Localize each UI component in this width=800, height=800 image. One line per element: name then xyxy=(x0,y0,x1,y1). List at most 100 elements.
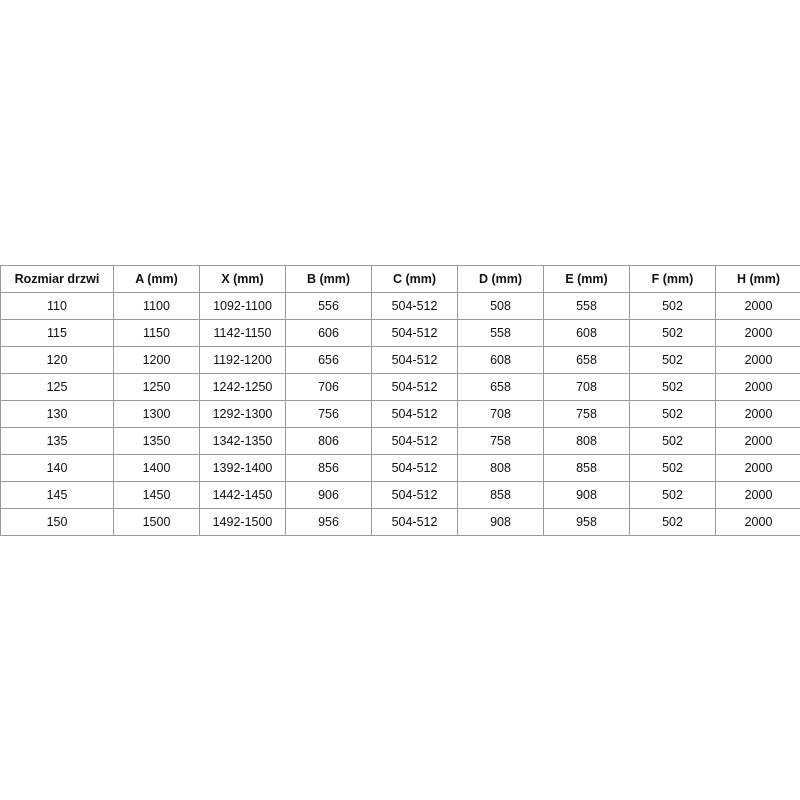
table-cell: 502 xyxy=(629,481,716,509)
table-cell: 150 xyxy=(0,508,114,536)
table-row: 135 1350 1342-1350 806 504-512 758 808 502 2000 xyxy=(0,427,800,455)
table-cell: 504-512 xyxy=(371,292,458,320)
table-cell: 858 xyxy=(543,454,630,482)
table-cell: 115 xyxy=(0,319,114,347)
table-cell: 756 xyxy=(285,400,372,428)
table-cell: 2000 xyxy=(715,454,800,482)
table-cell: 1150 xyxy=(113,319,200,347)
table-cell: 1100 xyxy=(113,292,200,320)
table-cell: 608 xyxy=(457,346,544,374)
table-cell: 558 xyxy=(457,319,544,347)
table-row: 145 1450 1442-1450 906 504-512 858 908 502 2000 xyxy=(0,481,800,509)
table-cell: 502 xyxy=(629,400,716,428)
table-row: 120 1200 1192-1200 656 504-512 608 658 502 2000 xyxy=(0,346,800,374)
table-cell: 2000 xyxy=(715,292,800,320)
table-cell: 504-512 xyxy=(371,481,458,509)
table-cell: 1342-1350 xyxy=(199,427,286,455)
table-cell: 502 xyxy=(629,346,716,374)
table-cell: 856 xyxy=(285,454,372,482)
table-cell: 145 xyxy=(0,481,114,509)
table-cell: 708 xyxy=(543,373,630,401)
table-cell: 502 xyxy=(629,427,716,455)
table-cell: 502 xyxy=(629,319,716,347)
column-header: D (mm) xyxy=(457,265,544,293)
table-cell: 1192-1200 xyxy=(199,346,286,374)
table-cell: 502 xyxy=(629,373,716,401)
table-cell: 1092-1100 xyxy=(199,292,286,320)
table-cell: 1442-1450 xyxy=(199,481,286,509)
table-cell: 1350 xyxy=(113,427,200,455)
table-cell: 2000 xyxy=(715,481,800,509)
table-cell: 706 xyxy=(285,373,372,401)
table-cell: 504-512 xyxy=(371,319,458,347)
table-row: 140 1400 1392-1400 856 504-512 808 858 502 2000 xyxy=(0,454,800,482)
table-cell: 504-512 xyxy=(371,400,458,428)
table-row: 130 1300 1292-1300 756 504-512 708 758 502 2000 xyxy=(0,400,800,428)
table-cell: 558 xyxy=(543,292,630,320)
table-cell: 858 xyxy=(457,481,544,509)
table-cell: 502 xyxy=(629,292,716,320)
table-cell: 2000 xyxy=(715,400,800,428)
table-cell: 1142-1150 xyxy=(199,319,286,347)
table-row: 125 1250 1242-1250 706 504-512 658 708 502 2000 xyxy=(0,373,800,401)
table-row: 115 1150 1142-1150 606 504-512 558 608 502 2000 xyxy=(0,319,800,347)
table-row: 110 1100 1092-1100 556 504-512 508 558 502 2000 xyxy=(0,292,800,320)
column-header: A (mm) xyxy=(113,265,200,293)
table-cell: 1242-1250 xyxy=(199,373,286,401)
table-cell: 1392-1400 xyxy=(199,454,286,482)
table-cell: 556 xyxy=(285,292,372,320)
table-cell: 504-512 xyxy=(371,508,458,536)
table-cell: 806 xyxy=(285,427,372,455)
table-cell: 2000 xyxy=(715,427,800,455)
table-cell: 656 xyxy=(285,346,372,374)
table-cell: 758 xyxy=(543,400,630,428)
table-cell: 504-512 xyxy=(371,373,458,401)
table-cell: 2000 xyxy=(715,508,800,536)
table-cell: 504-512 xyxy=(371,427,458,455)
table-cell: 504-512 xyxy=(371,454,458,482)
table-cell: 135 xyxy=(0,427,114,455)
table-cell: 906 xyxy=(285,481,372,509)
table-cell: 808 xyxy=(543,427,630,455)
table-cell: 110 xyxy=(0,292,114,320)
table-cell: 2000 xyxy=(715,346,800,374)
table-cell: 608 xyxy=(543,319,630,347)
table-cell: 1400 xyxy=(113,454,200,482)
table-cell: 758 xyxy=(457,427,544,455)
column-header: H (mm) xyxy=(715,265,800,293)
table-cell: 958 xyxy=(543,508,630,536)
table-cell: 120 xyxy=(0,346,114,374)
table-cell: 956 xyxy=(285,508,372,536)
column-header: B (mm) xyxy=(285,265,372,293)
table-cell: 2000 xyxy=(715,319,800,347)
table-cell: 658 xyxy=(543,346,630,374)
table-cell: 130 xyxy=(0,400,114,428)
table-cell: 1292-1300 xyxy=(199,400,286,428)
table-cell: 140 xyxy=(0,454,114,482)
table-cell: 1492-1500 xyxy=(199,508,286,536)
table-cell: 606 xyxy=(285,319,372,347)
table-cell: 708 xyxy=(457,400,544,428)
table-cell: 502 xyxy=(629,508,716,536)
table-cell: 1450 xyxy=(113,481,200,509)
column-header: X (mm) xyxy=(199,265,286,293)
table-cell: 908 xyxy=(457,508,544,536)
column-header: C (mm) xyxy=(371,265,458,293)
table-cell: 2000 xyxy=(715,373,800,401)
table-cell: 1300 xyxy=(113,400,200,428)
column-header: Rozmiar drzwi xyxy=(0,265,114,293)
table-cell: 504-512 xyxy=(371,346,458,374)
column-header: E (mm) xyxy=(543,265,630,293)
dimensions-table: Rozmiar drzwi A (mm) X (mm) B (mm) C (mm) D (… xyxy=(0,265,800,536)
header-row: Rozmiar drzwi A (mm) X (mm) B (mm) C (mm) D (… xyxy=(0,265,800,293)
table-cell: 1200 xyxy=(113,346,200,374)
table-cell: 808 xyxy=(457,454,544,482)
table-cell: 908 xyxy=(543,481,630,509)
table-cell: 1250 xyxy=(113,373,200,401)
table-row: 150 1500 1492-1500 956 504-512 908 958 502 2000 xyxy=(0,508,800,536)
table-cell: 502 xyxy=(629,454,716,482)
table-cell: 508 xyxy=(457,292,544,320)
column-header: F (mm) xyxy=(629,265,716,293)
table-cell: 125 xyxy=(0,373,114,401)
table-cell: 658 xyxy=(457,373,544,401)
